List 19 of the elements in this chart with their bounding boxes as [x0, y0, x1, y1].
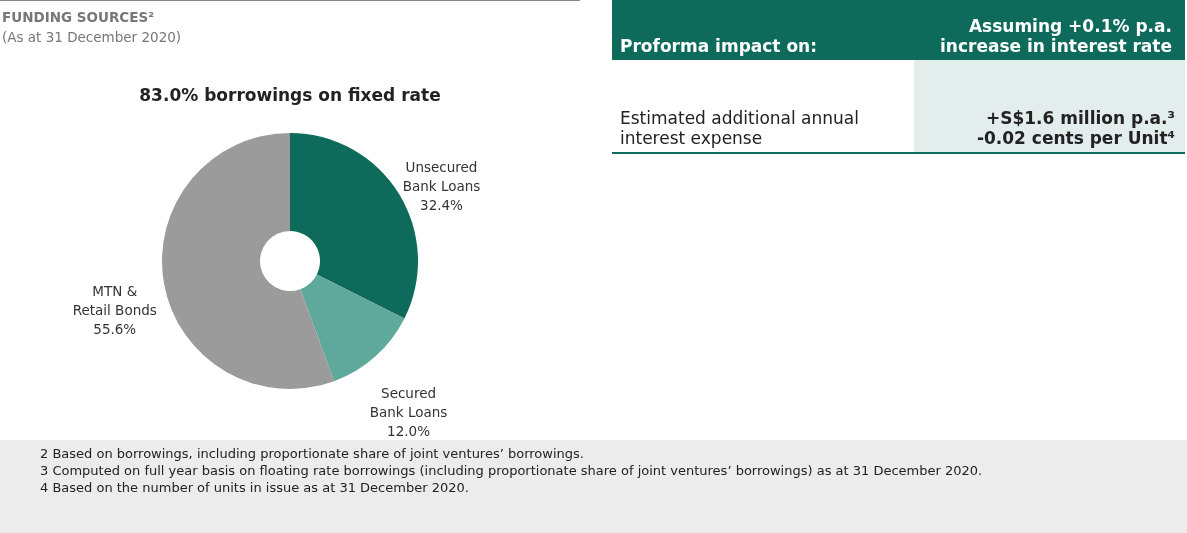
slice-label: MTN & Retail Bonds — [72, 283, 157, 319]
slice-label: Secured Bank Loans — [369, 384, 448, 420]
text: Proforma impact on: — [619, 35, 818, 58]
data-label: 12.0% — [387, 422, 431, 439]
text: Estimated additional annual interest expense — [619, 107, 860, 150]
slice-label: Unsecured Bank Loans — [402, 158, 481, 194]
text: +S$1.6 million p.a.³ — [985, 108, 1175, 128]
data-label: 32.4% — [420, 196, 464, 213]
chart-subtitle: (As at 31 December 2020) — [2, 29, 182, 45]
data-label: 55.6% — [93, 321, 137, 338]
donut-slice — [162, 133, 335, 389]
text: 2 Based on borrowings, including proportionate share of joint ventures’ borrowings. — [40, 446, 585, 461]
text: 4 Based on the number of units in issue as at 31 December 2020. — [40, 480, 470, 495]
text: 83.0% borrowings on fixed rate — [138, 85, 442, 105]
text: -0.02 cents per Unit⁴ — [976, 128, 1175, 148]
text: 3 Computed on full year basis on floating rate borrowings (including proportionate share of joint ventures’ borrowings) as at 31 December 2020. — [40, 463, 984, 478]
chart-title: FUNDING SOURCES² — [2, 9, 155, 25]
text: Assuming +0.1% p.a. increase in interest rate — [939, 15, 1173, 58]
donut-slice — [300, 274, 405, 382]
